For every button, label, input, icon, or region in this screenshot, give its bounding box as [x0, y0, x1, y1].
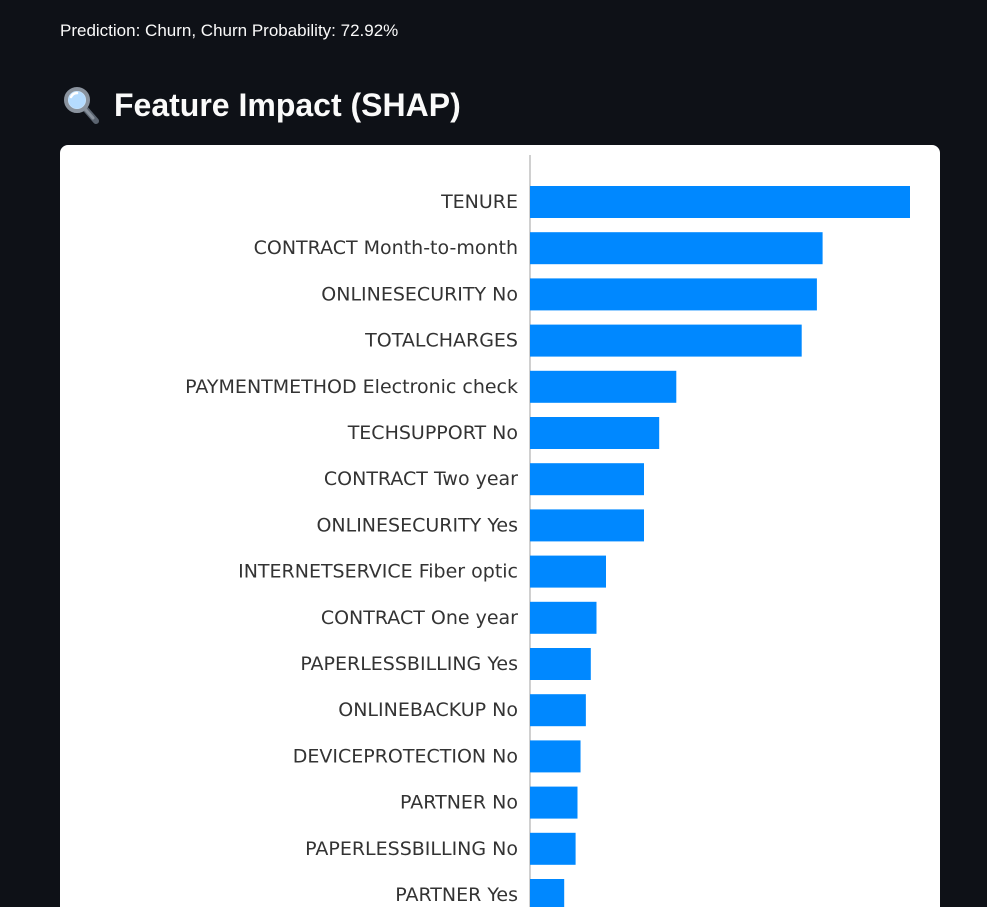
- magnifying-glass-icon: [62, 85, 102, 125]
- bar-internetservice-fiber-optic: [530, 555, 606, 588]
- y-tick-label: CONTRACT Month-to-month: [254, 237, 518, 259]
- y-tick-label: INTERNETSERVICE Fiber optic: [238, 561, 518, 583]
- bar-contract-two-year: [530, 463, 644, 496]
- y-tick-label: ONLINESECURITY No: [321, 283, 518, 305]
- bar-onlinesecurity-yes: [530, 509, 644, 542]
- bar-totalcharges: [530, 324, 802, 357]
- bar-onlinebackup-no: [530, 694, 586, 727]
- bar-deviceprotection-no: [530, 740, 581, 773]
- y-tick-label: TECHSUPPORT No: [347, 422, 518, 444]
- prediction-text: Prediction: Churn, Churn Probability: 72…: [60, 21, 399, 40]
- y-tick-label: CONTRACT Two year: [324, 468, 518, 490]
- section-title: Feature Impact (SHAP): [114, 86, 461, 123]
- bar-contract-one-year: [530, 601, 597, 634]
- y-tick-label: PAYMENTMETHOD Electronic check: [185, 376, 518, 398]
- y-tick-label: ONLINESECURITY Yes: [316, 514, 518, 536]
- bar-techsupport-no: [530, 417, 660, 449]
- bar-partner-yes: [530, 879, 565, 907]
- y-tick-label: PARTNER No: [400, 792, 518, 814]
- bar-contract-month-to-month: [530, 232, 823, 265]
- y-tick-label: DEVICEPROTECTION No: [293, 745, 518, 767]
- bar-tenure: [530, 186, 910, 218]
- bar-paperlessbilling-no: [530, 832, 576, 865]
- y-tick-label: CONTRACT One year: [321, 607, 518, 629]
- y-tick-label: TOTALCHARGES: [364, 330, 518, 352]
- bar-onlinesecurity-no: [530, 278, 817, 311]
- section-heading: Feature Impact (SHAP): [62, 82, 461, 128]
- bar-paperlessbilling-yes: [530, 648, 591, 680]
- y-tick-label: PARTNER Yes: [395, 884, 518, 906]
- bar-partner-no: [530, 786, 578, 819]
- y-tick-label: ONLINEBACKUP No: [338, 699, 518, 721]
- y-tick-label: PAPERLESSBILLING Yes: [300, 653, 518, 675]
- bar-paymentmethod-electronic-check: [530, 370, 677, 403]
- shap-chart-card: TENURE CONTRACT Month-to-month ONLINESECUR…: [60, 145, 940, 907]
- y-tick-label: PAPERLESSBILLING No: [305, 838, 518, 860]
- y-tick-label: TENURE: [440, 191, 518, 213]
- shap-bar-chart: TENURE CONTRACT Month-to-month ONLINESECUR…: [185, 155, 910, 907]
